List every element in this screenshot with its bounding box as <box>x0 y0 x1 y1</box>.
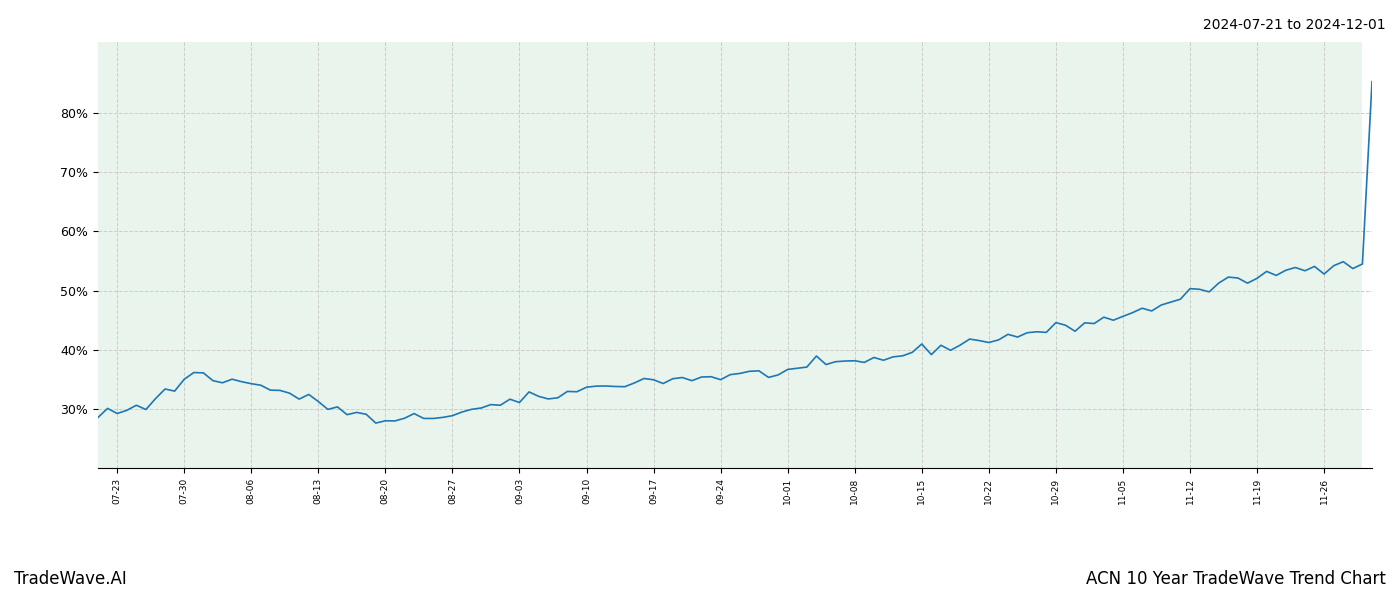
Text: TradeWave.AI: TradeWave.AI <box>14 570 127 588</box>
Text: 2024-07-21 to 2024-12-01: 2024-07-21 to 2024-12-01 <box>1204 18 1386 32</box>
Text: ACN 10 Year TradeWave Trend Chart: ACN 10 Year TradeWave Trend Chart <box>1086 570 1386 588</box>
Bar <box>98 42 1362 468</box>
